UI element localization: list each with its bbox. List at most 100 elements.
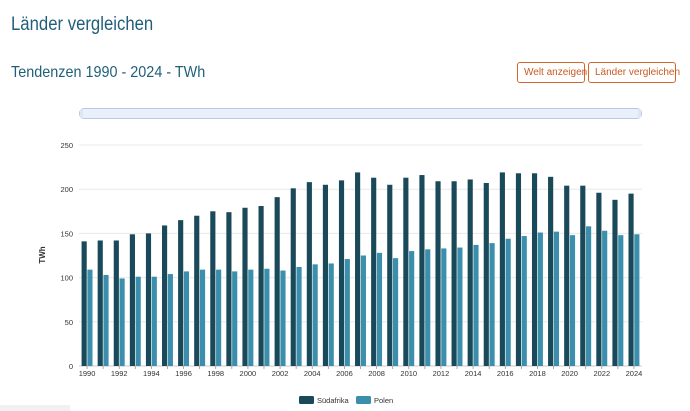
range-slider[interactable]: [79, 108, 642, 119]
bar-suedafrika[interactable]: [435, 181, 441, 366]
range-handle-left[interactable]: [80, 109, 83, 118]
bar-polen[interactable]: [312, 264, 318, 366]
bar-suedafrika[interactable]: [338, 180, 345, 366]
bar-suedafrika[interactable]: [210, 211, 216, 366]
bar-suedafrika[interactable]: [515, 173, 522, 366]
bar-suedafrika[interactable]: [467, 179, 473, 366]
bar-polen[interactable]: [473, 244, 479, 366]
footer-bar: [0, 405, 70, 411]
bar-polen[interactable]: [151, 276, 157, 366]
x-tick-label: 2018: [529, 369, 546, 378]
bar-series: [81, 172, 640, 367]
bar-polen[interactable]: [376, 252, 383, 366]
bar-polen[interactable]: [457, 247, 463, 366]
bar-polen[interactable]: [87, 269, 93, 366]
range-handle-right[interactable]: [638, 109, 641, 118]
bar-polen[interactable]: [199, 269, 206, 366]
bar-suedafrika[interactable]: [306, 182, 312, 366]
x-tick-label: 2002: [272, 369, 289, 378]
bar-suedafrika[interactable]: [226, 212, 232, 366]
bar-suedafrika[interactable]: [129, 234, 135, 366]
bar-polen[interactable]: [167, 274, 173, 366]
bar-polen[interactable]: [409, 251, 415, 366]
bar-polen[interactable]: [553, 231, 559, 366]
bar-suedafrika[interactable]: [274, 197, 280, 366]
y-tick-label: 150: [60, 229, 73, 238]
bar-polen[interactable]: [425, 249, 431, 366]
bar-polen[interactable]: [634, 234, 640, 366]
bar-polen[interactable]: [280, 270, 286, 366]
x-tick-label: 1990: [79, 369, 96, 378]
legend-item-suedafrika[interactable]: Südafrika: [299, 396, 350, 405]
bar-suedafrika[interactable]: [162, 225, 168, 366]
bar-suedafrika[interactable]: [403, 177, 409, 366]
bar-polen[interactable]: [618, 235, 624, 366]
bar-polen[interactable]: [586, 226, 592, 366]
bar-polen[interactable]: [537, 232, 543, 366]
bar-polen[interactable]: [216, 269, 222, 366]
x-tick-label: 2014: [465, 369, 482, 378]
bar-polen[interactable]: [602, 230, 608, 366]
bar-polen[interactable]: [392, 258, 399, 366]
x-tick-label: 2006: [336, 369, 353, 378]
legend-item-polen[interactable]: Polen: [356, 396, 393, 405]
x-tick-label: 2004: [304, 369, 321, 378]
compare-countries-button[interactable]: Länder vergleichen: [588, 62, 680, 83]
y-tick-label: 200: [60, 185, 73, 194]
bar-polen[interactable]: [360, 255, 366, 367]
bar-polen[interactable]: [248, 269, 254, 366]
bar-polen[interactable]: [344, 259, 350, 366]
page-title: Länder vergleichen: [11, 14, 154, 35]
bar-polen[interactable]: [119, 278, 125, 366]
bar-suedafrika[interactable]: [355, 172, 361, 366]
bar-polen[interactable]: [183, 271, 190, 366]
x-axis: 1990 1992 1994 1996 1998 2000 2002 2004 2006 2008…: [79, 366, 643, 378]
bar-suedafrika[interactable]: [290, 188, 296, 366]
bar-suedafrika[interactable]: [628, 193, 634, 366]
bar-suedafrika[interactable]: [451, 181, 457, 366]
bar-suedafrika[interactable]: [178, 220, 184, 366]
legend-swatch: [356, 396, 371, 404]
legend-swatch: [299, 396, 314, 404]
bar-suedafrika[interactable]: [596, 192, 602, 366]
bar-polen[interactable]: [296, 266, 302, 366]
bar-suedafrika[interactable]: [580, 185, 586, 366]
bar-polen[interactable]: [569, 235, 576, 366]
bar-polen[interactable]: [103, 274, 109, 366]
bar-suedafrika[interactable]: [145, 233, 152, 366]
bar-suedafrika[interactable]: [387, 184, 393, 366]
x-tick-label: 1994: [143, 369, 160, 378]
bar-suedafrika[interactable]: [531, 173, 538, 366]
bar-polen[interactable]: [264, 268, 270, 366]
bar-polen[interactable]: [441, 248, 447, 366]
bar-polen[interactable]: [505, 238, 511, 366]
bar-polen[interactable]: [489, 243, 495, 366]
bar-suedafrika[interactable]: [612, 199, 618, 366]
bar-polen[interactable]: [328, 263, 334, 366]
bar-suedafrika[interactable]: [564, 185, 570, 366]
bar-suedafrika[interactable]: [97, 240, 103, 366]
y-tick-label: 100: [60, 274, 73, 283]
y-axis: 0 50 100 150 200 250: [60, 141, 73, 371]
bar-suedafrika[interactable]: [113, 240, 119, 366]
legend-label: Polen: [374, 396, 393, 405]
bar-suedafrika[interactable]: [322, 184, 329, 366]
bar-polen[interactable]: [521, 236, 527, 366]
bar-suedafrika[interactable]: [499, 172, 505, 366]
bar-suedafrika[interactable]: [194, 215, 200, 366]
bar-suedafrika[interactable]: [242, 207, 248, 366]
bar-suedafrika[interactable]: [371, 177, 377, 366]
y-axis-label: TWh: [38, 246, 47, 263]
bar-polen[interactable]: [135, 276, 141, 366]
bar-suedafrika[interactable]: [419, 175, 425, 366]
bar-suedafrika[interactable]: [258, 205, 264, 366]
y-tick-label: 0: [69, 362, 73, 371]
bar-polen[interactable]: [232, 271, 238, 366]
bar-suedafrika[interactable]: [81, 241, 87, 366]
x-tick-label: 2008: [368, 369, 385, 378]
bar-suedafrika[interactable]: [483, 183, 489, 366]
show-world-button[interactable]: Welt anzeigen: [517, 62, 587, 83]
bar-suedafrika[interactable]: [548, 176, 554, 366]
x-tick-label: 2024: [626, 369, 643, 378]
